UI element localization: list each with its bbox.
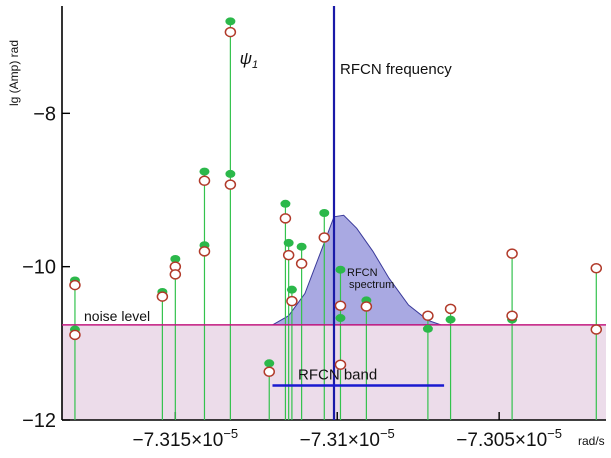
x-tick-label: −7.31×10−5 [300, 426, 395, 451]
filled-point [264, 359, 275, 368]
y-tick-label: −10 [22, 257, 56, 279]
filled-point [225, 169, 236, 178]
filled-point [296, 242, 307, 251]
filled-point [335, 314, 346, 323]
filled-point [280, 199, 291, 208]
open-point [282, 249, 295, 261]
open-point [169, 269, 182, 280]
open-point [444, 303, 457, 315]
open-point [69, 279, 81, 291]
rfcn-spectrum-label-line1: RFCN [347, 267, 378, 279]
open-point [224, 179, 237, 190]
open-point [590, 262, 603, 274]
y-tick-label: −12 [22, 410, 56, 432]
open-point [506, 310, 518, 321]
filled-point [335, 265, 346, 274]
rfcn-band-label: RFCN band [298, 367, 377, 384]
open-point [334, 359, 347, 371]
open-point [156, 291, 169, 302]
filled-point [286, 285, 297, 294]
y-tick-label: −8 [33, 103, 56, 125]
rfcn-spectrum-label-line2: spectrum [349, 279, 394, 291]
noise-level-label: noise level [84, 308, 150, 324]
open-point [422, 310, 434, 321]
open-point [334, 300, 347, 312]
open-point [279, 213, 292, 224]
filled-point [283, 238, 294, 247]
filled-point [170, 255, 181, 263]
open-point [286, 295, 298, 307]
open-point [360, 301, 373, 312]
x-axis-label: rad/s [578, 434, 605, 448]
x-tick-label: −7.315×10−5 [132, 426, 238, 451]
open-point [198, 175, 211, 187]
open-point [295, 258, 308, 269]
filled-point [199, 167, 210, 176]
open-point [224, 26, 237, 38]
x-tick-label: −7.305×10−5 [456, 426, 562, 451]
filled-point [319, 209, 330, 217]
open-point [318, 232, 331, 243]
open-point [69, 329, 81, 341]
filled-point [445, 315, 456, 324]
open-point [198, 246, 211, 257]
open-point [590, 324, 603, 335]
filled-point [225, 17, 236, 26]
open-point [263, 366, 275, 377]
rfcn-frequency-label: RFCN frequency [340, 61, 452, 78]
psi1-annotation: ψ1 [240, 49, 259, 71]
filled-point [422, 324, 433, 333]
y-axis-label: lg (Amp) rad [7, 40, 21, 106]
open-point [506, 248, 518, 259]
